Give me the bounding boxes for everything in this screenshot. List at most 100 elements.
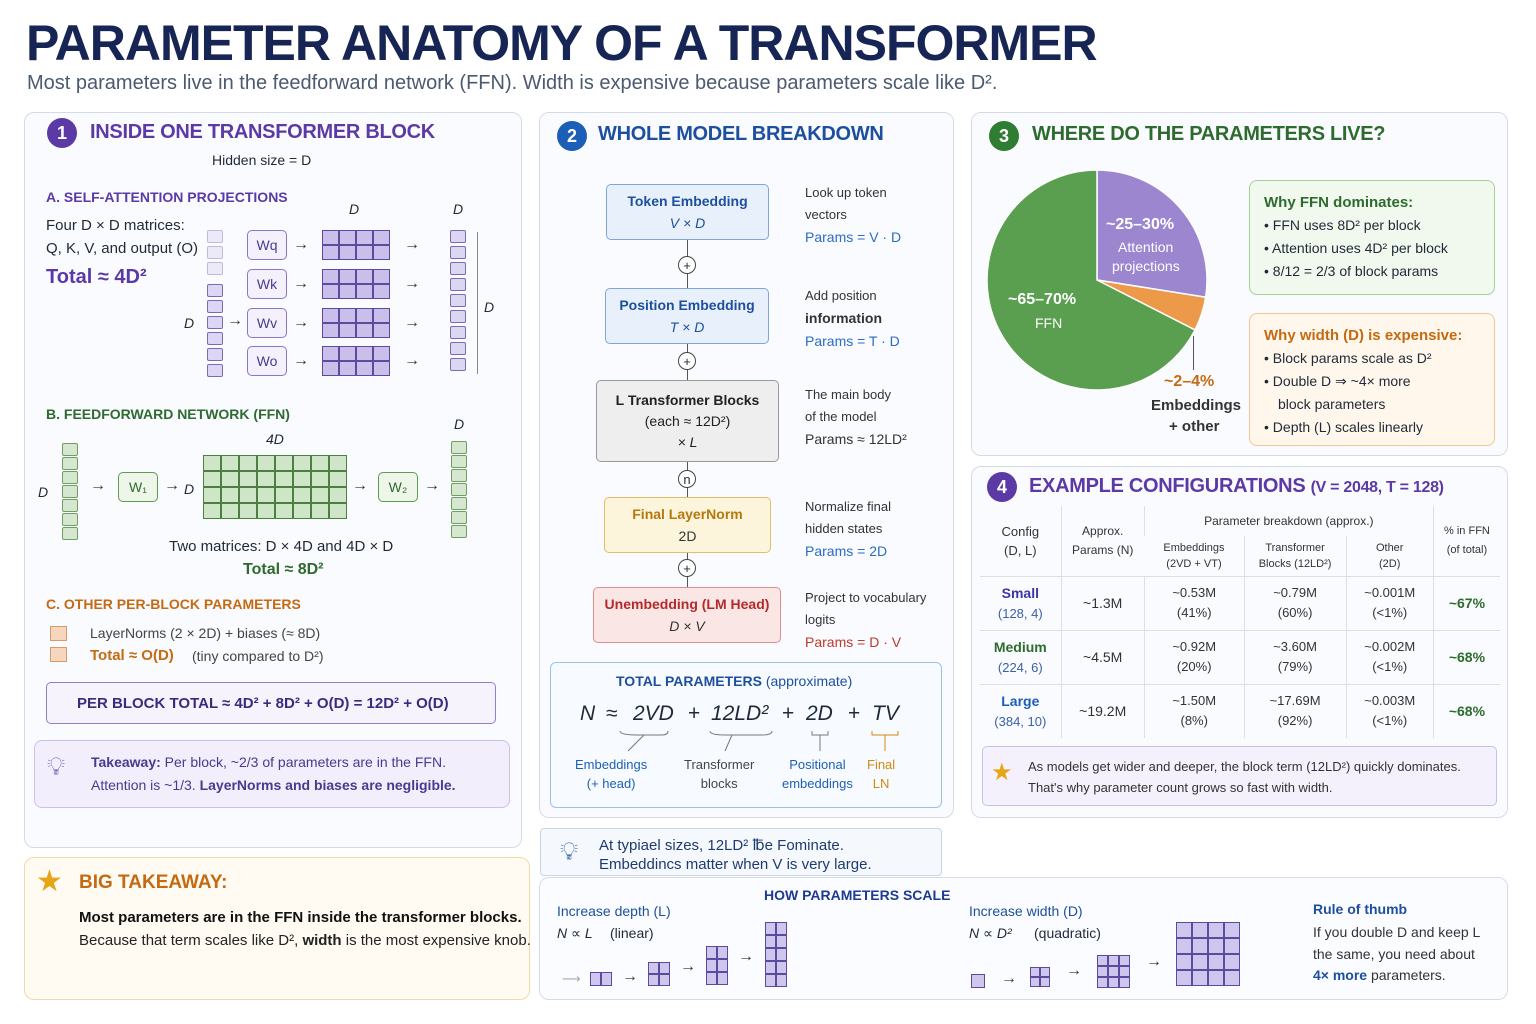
header-breakdown: Parameter breakdown (approx.)	[1143, 506, 1434, 536]
v-grid	[322, 308, 390, 338]
attention-qkvo-text: Q, K, V, and output (O)	[46, 240, 199, 257]
unembedding-params: Params = D · V	[805, 634, 902, 650]
row-medium-ffn: ~68%	[1432, 629, 1500, 684]
hidden-size-label: Hidden size = D	[212, 152, 312, 168]
arrow-out-v: →	[404, 314, 420, 331]
why-width-text-4: Depth (L) scales linearly	[1272, 419, 1423, 435]
unembedding-note: Project to vocabulary logits Params = D …	[805, 587, 926, 654]
wv-matrix: Wv	[247, 308, 287, 338]
connector-plus-1: +	[678, 256, 696, 274]
transformer-blocks-box: L Transformer Blocks (each ≈ 12D²) × L	[596, 380, 779, 462]
takeaway-text-2a: Attention is ~1/3.	[91, 777, 196, 793]
token-note-2: vectors	[805, 207, 847, 222]
total-term-embeddings: 2VD	[633, 702, 674, 725]
table-row: Small (128, 4) ~1.3M ~0.53M (41%) ~0.79M (6…	[980, 575, 1500, 630]
final-layernorm-box: Final LayerNorm 2D	[604, 497, 771, 553]
input-arrow: →	[227, 312, 243, 329]
total-op-1: +	[688, 702, 701, 725]
table-row: Large (384, 10) ~19.2M ~1.50M (8%) ~17.69M…	[980, 683, 1500, 738]
depth-stack-3	[706, 946, 728, 985]
takeaway-label: Takeaway:	[91, 754, 161, 770]
rule-line-3: 4× more parameters.	[1313, 967, 1446, 983]
row-medium-blocks: ~3.60M	[1273, 639, 1317, 654]
header-pct-1: % in FFN	[1444, 524, 1490, 537]
layernorm-note-2: hidden states	[805, 521, 883, 536]
depth-note: (linear)	[610, 925, 654, 941]
row-small-dl: (128, 4)	[997, 605, 1043, 621]
depth-formula: N ∝ L	[557, 925, 593, 941]
pie-ffn-label: FFN	[1035, 315, 1063, 331]
final-layernorm-name: Final LayerNorm	[632, 506, 743, 522]
width-arrow-2: →	[1066, 962, 1082, 979]
big-takeaway-heading: BIG TAKEAWAY:	[79, 872, 228, 893]
header-pct-ffn: % in FFN (of total)	[1432, 506, 1500, 576]
page-subtitle: Most parameters live in the feedforward …	[27, 72, 998, 94]
depth-arrow-2: →	[680, 958, 696, 975]
why-ffn-item-1: • FFN uses 8D² per block	[1264, 217, 1421, 233]
why-width-item-1: • Block params scale as D²	[1264, 350, 1432, 366]
total-label-connectors	[619, 730, 899, 752]
row-medium-other-pct: (<1%)	[1372, 659, 1408, 674]
why-width-heading: Why width (D) is expensive:	[1264, 327, 1463, 344]
width-arrow-3: →	[1146, 953, 1162, 970]
why-width-item-4: • Depth (L) scales linearly	[1264, 419, 1423, 435]
row-medium-n: ~4.5M	[1060, 629, 1145, 684]
unembedding-formula: D × V	[669, 618, 705, 634]
arrow-wo: →	[293, 352, 309, 369]
star-icon: ★	[36, 865, 63, 898]
total-heading-text: TOTAL PARAMETERS	[616, 673, 762, 689]
why-ffn-heading: Why FFN dominates:	[1264, 194, 1414, 211]
pie-embeddings-label-2: + other	[1169, 418, 1220, 435]
panel-2-title: WHOLE MODEL BREAKDOWN	[598, 123, 884, 145]
label-positional: Positional embeddings	[782, 755, 853, 793]
star-icon: ★	[991, 759, 1013, 786]
total-op-2: +	[782, 702, 795, 725]
total-formula-approx: ≈	[606, 702, 618, 725]
panel-1-takeaway: 💡︎ Takeaway: Per block, ~2/3 of paramete…	[34, 740, 510, 808]
row-medium-other: ~0.002M	[1364, 639, 1416, 654]
sizes-note-1: At typiael sizes, 12LD² ℔e Fominate.	[599, 837, 844, 854]
ffn-caption: Two matrices: D × 4D and 4D × D	[169, 538, 394, 555]
why-width-text-3: block parameters	[1278, 396, 1386, 412]
ffn-heading: B. FEEDFORWARD NETWORK (FFN)	[46, 406, 290, 422]
label-blocks-2: blocks	[700, 776, 738, 791]
pie-ffn-pct: ~65–70%	[1008, 291, 1077, 308]
header-pct-2: (of total)	[1446, 543, 1488, 556]
table-row: Medium (224, 6) ~4.5M ~0.92M (20%) ~3.60M (…	[980, 629, 1500, 684]
big-takeaway-line-2a: Because that term scales like D²,	[79, 932, 299, 949]
position-params: Params = T · D	[805, 333, 900, 349]
depth-title: Increase depth (L)	[557, 903, 671, 919]
row-small-ffn: ~67%	[1432, 575, 1500, 630]
blocks-note-2: of the model	[805, 409, 877, 424]
wo-matrix: Wo	[247, 346, 287, 376]
header-blocks: Transformer Blocks (12LD²)	[1243, 536, 1347, 576]
ffn-dim-label-mid: D	[184, 481, 195, 497]
token-embedding-formula: V × D	[669, 215, 706, 231]
bulb-icon: 💡︎	[560, 836, 579, 866]
why-width-item-2: • Double D ⇒ ~4× more	[1264, 373, 1411, 389]
ffn-arrow-2: →	[164, 477, 180, 494]
position-note-1: Add position	[805, 288, 877, 303]
config-table: Config (D, L) Approx. Params (N) Parameter…	[980, 506, 1500, 738]
header-approx-1: Approx.	[1082, 523, 1124, 538]
layernorm-note-1: Normalize final	[805, 499, 891, 514]
row-small-blocks: ~0.79M	[1273, 585, 1317, 600]
arrow-wq: →	[293, 236, 309, 253]
header-emb-1: Embeddings	[1163, 541, 1225, 554]
token-embedding-box: Token Embedding V × D	[606, 184, 769, 240]
sizes-note-box	[540, 828, 942, 876]
output-bracket	[472, 232, 478, 374]
rule-line-3b: parameters.	[1370, 967, 1446, 983]
bulb-icon: 💡︎	[47, 751, 66, 781]
pie-attention-pct: ~25–30%	[1106, 216, 1175, 233]
rule-line-3a: 4× more	[1313, 967, 1368, 983]
unembedding-box: Unembedding (LM Head) D × V	[593, 587, 781, 643]
total-heading-note: (approximate)	[765, 673, 853, 689]
row-small-emb: ~0.53M	[1172, 585, 1217, 600]
depth-stack-2	[648, 962, 670, 986]
depth-arrow-3: →	[738, 948, 754, 965]
label-final-ln-2: LN	[872, 776, 890, 791]
layernorm-params: Params = 2D	[805, 543, 888, 559]
depth-stack-1	[590, 972, 612, 986]
arrow-out-o: →	[404, 352, 420, 369]
